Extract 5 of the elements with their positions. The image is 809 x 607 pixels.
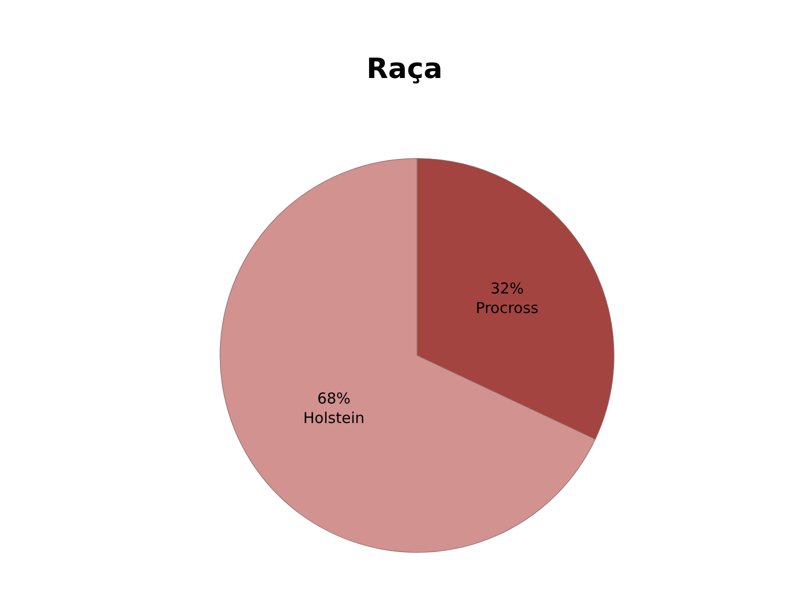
data-label: 68% [317,389,351,408]
slice-label: Holstein [303,408,364,427]
slice-label: Procross [476,298,539,317]
data-label: 32% [490,279,524,298]
chart-title: Raça [366,52,442,85]
